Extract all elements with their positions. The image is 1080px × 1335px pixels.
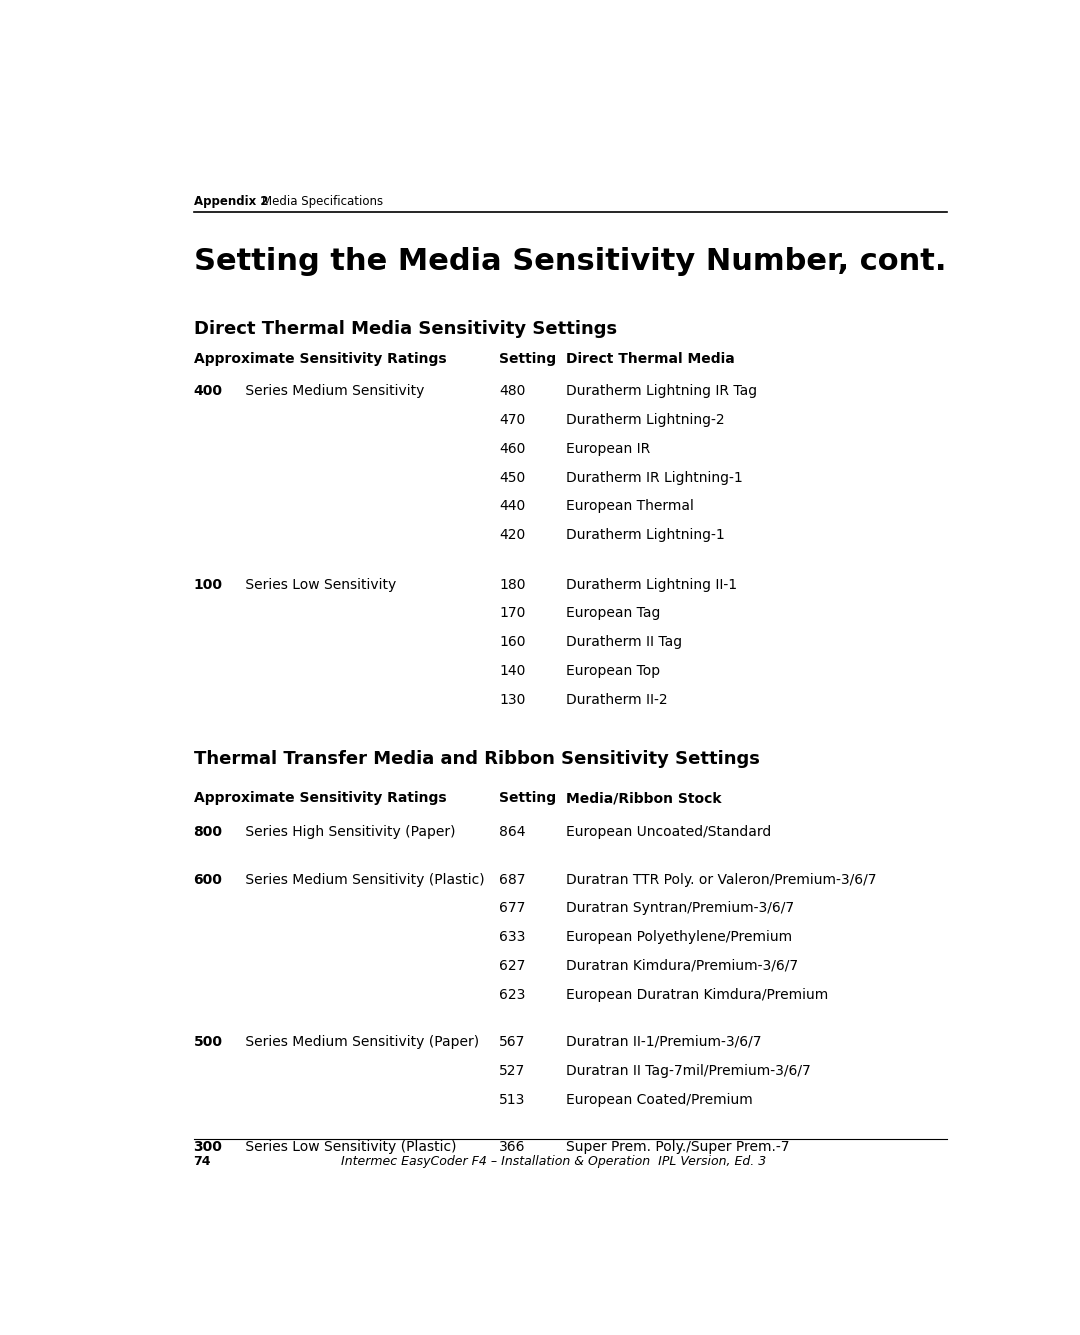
Text: Duratherm II Tag: Duratherm II Tag <box>566 635 683 649</box>
Text: 170: 170 <box>499 606 526 621</box>
Text: European Top: European Top <box>566 663 660 678</box>
Text: European Tag: European Tag <box>566 606 661 621</box>
Text: Duratran II-1/Premium-3/6/7: Duratran II-1/Premium-3/6/7 <box>566 1035 761 1049</box>
Text: 470: 470 <box>499 413 525 427</box>
Text: 527: 527 <box>499 1064 525 1077</box>
Text: Duratherm II-2: Duratherm II-2 <box>566 693 667 706</box>
Text: Duratran TTR Poly. or Valeron/Premium-3/6/7: Duratran TTR Poly. or Valeron/Premium-3/… <box>566 873 877 886</box>
Text: Approximate Sensitivity Ratings: Approximate Sensitivity Ratings <box>193 792 446 805</box>
Text: Series Medium Sensitivity (Paper): Series Medium Sensitivity (Paper) <box>241 1035 480 1049</box>
Text: 74: 74 <box>193 1155 211 1168</box>
Text: 450: 450 <box>499 471 525 485</box>
Text: European Polyethylene/Premium: European Polyethylene/Premium <box>566 930 793 944</box>
Text: Duratherm Lightning IR Tag: Duratherm Lightning IR Tag <box>566 384 757 398</box>
Text: Setting: Setting <box>499 792 556 805</box>
Text: Appendix 2: Appendix 2 <box>193 195 268 208</box>
Text: 600: 600 <box>193 873 222 886</box>
Text: 400: 400 <box>193 384 222 398</box>
Text: 100: 100 <box>193 578 222 591</box>
Text: 460: 460 <box>499 442 526 455</box>
Text: Series Medium Sensitivity (Plastic): Series Medium Sensitivity (Plastic) <box>241 873 485 886</box>
Text: 140: 140 <box>499 663 526 678</box>
Text: Media Specifications: Media Specifications <box>262 195 383 208</box>
Text: 627: 627 <box>499 959 526 973</box>
Text: 864: 864 <box>499 825 526 840</box>
Text: Direct Thermal Media: Direct Thermal Media <box>566 352 734 366</box>
Text: 513: 513 <box>499 1092 526 1107</box>
Text: Duratherm Lightning II-1: Duratherm Lightning II-1 <box>566 578 738 591</box>
Text: Duratran Syntran/Premium-3/6/7: Duratran Syntran/Premium-3/6/7 <box>566 901 794 916</box>
Text: European Thermal: European Thermal <box>566 499 694 514</box>
Text: Thermal Transfer Media and Ribbon Sensitivity Settings: Thermal Transfer Media and Ribbon Sensit… <box>193 750 759 768</box>
Text: 440: 440 <box>499 499 525 514</box>
Text: 800: 800 <box>193 825 222 840</box>
Text: European Duratran Kimdura/Premium: European Duratran Kimdura/Premium <box>566 988 828 1001</box>
Text: Duratherm IR Lightning-1: Duratherm IR Lightning-1 <box>566 471 743 485</box>
Text: 623: 623 <box>499 988 526 1001</box>
Text: 677: 677 <box>499 901 526 916</box>
Text: Direct Thermal Media Sensitivity Settings: Direct Thermal Media Sensitivity Setting… <box>193 319 617 338</box>
Text: Setting: Setting <box>499 352 556 366</box>
Text: Series High Sensitivity (Paper): Series High Sensitivity (Paper) <box>241 825 456 840</box>
Text: 130: 130 <box>499 693 526 706</box>
Text: Duratherm Lightning-1: Duratherm Lightning-1 <box>566 529 725 542</box>
Text: Intermec EasyCoder F4 – Installation & Operation  IPL Version, Ed. 3: Intermec EasyCoder F4 – Installation & O… <box>341 1155 766 1168</box>
Text: 420: 420 <box>499 529 525 542</box>
Text: 500: 500 <box>193 1035 222 1049</box>
Text: 366: 366 <box>499 1140 526 1153</box>
Text: Duratran Kimdura/Premium-3/6/7: Duratran Kimdura/Premium-3/6/7 <box>566 959 798 973</box>
Text: 300: 300 <box>193 1140 222 1153</box>
Text: European Uncoated/Standard: European Uncoated/Standard <box>566 825 771 840</box>
Text: Media/Ribbon Stock: Media/Ribbon Stock <box>566 792 721 805</box>
Text: Setting the Media Sensitivity Number, cont.: Setting the Media Sensitivity Number, co… <box>193 247 946 275</box>
Text: Duratherm Lightning-2: Duratherm Lightning-2 <box>566 413 725 427</box>
Text: 180: 180 <box>499 578 526 591</box>
Text: European Coated/Premium: European Coated/Premium <box>566 1092 753 1107</box>
Text: European IR: European IR <box>566 442 650 455</box>
Text: Approximate Sensitivity Ratings: Approximate Sensitivity Ratings <box>193 352 446 366</box>
Text: Duratran II Tag-7mil/Premium-3/6/7: Duratran II Tag-7mil/Premium-3/6/7 <box>566 1064 811 1077</box>
Text: Series Low Sensitivity (Plastic): Series Low Sensitivity (Plastic) <box>241 1140 457 1153</box>
Text: 633: 633 <box>499 930 526 944</box>
Text: Series Medium Sensitivity: Series Medium Sensitivity <box>241 384 424 398</box>
Text: 480: 480 <box>499 384 526 398</box>
Text: Series Low Sensitivity: Series Low Sensitivity <box>241 578 396 591</box>
Text: Super Prem. Poly./Super Prem.-7: Super Prem. Poly./Super Prem.-7 <box>566 1140 789 1153</box>
Text: 567: 567 <box>499 1035 526 1049</box>
Text: 687: 687 <box>499 873 526 886</box>
Text: 160: 160 <box>499 635 526 649</box>
